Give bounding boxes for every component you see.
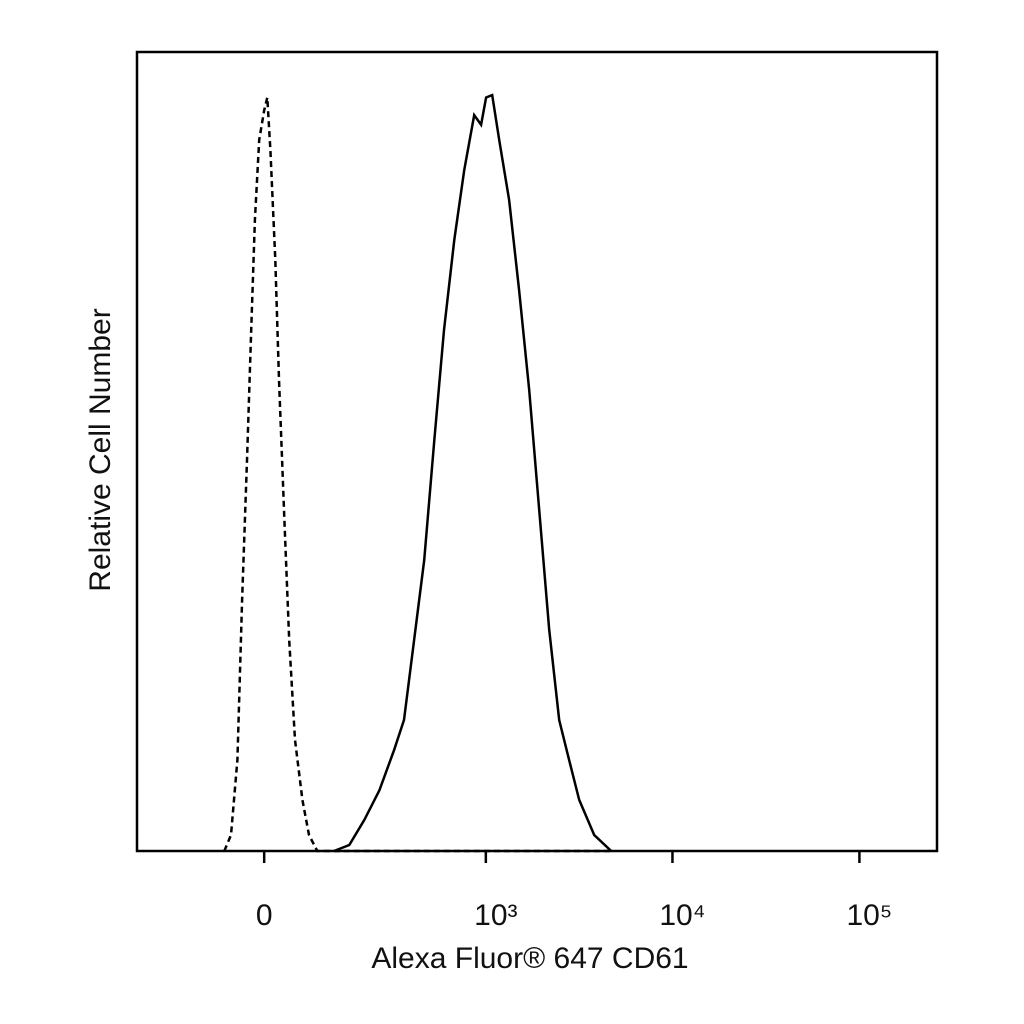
histogram-line xyxy=(333,93,613,853)
x-tick-label: 0 xyxy=(256,899,273,932)
y-axis-title: Relative Cell Number xyxy=(84,308,117,591)
x-axis-title: Alexa Fluor® 647 CD61 xyxy=(371,942,688,975)
x-tick-label: 10³ xyxy=(474,899,517,932)
x-tick-label: 10⁴ xyxy=(659,899,705,932)
histogram-line xyxy=(223,97,612,853)
x-tick-label: 10⁵ xyxy=(847,899,893,932)
